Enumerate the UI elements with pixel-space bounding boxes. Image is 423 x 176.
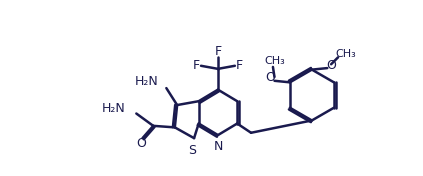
Text: S: S [188,144,196,156]
Text: O: O [136,137,146,150]
Text: F: F [214,45,222,58]
Text: F: F [236,59,243,72]
Text: F: F [193,59,200,72]
Text: CH₃: CH₃ [264,56,285,66]
Text: O: O [326,58,336,71]
Text: CH₃: CH₃ [335,49,356,59]
Text: N: N [213,140,222,153]
Text: H₂N: H₂N [102,102,126,115]
Text: O: O [266,71,275,84]
Text: H₂N: H₂N [135,76,159,89]
